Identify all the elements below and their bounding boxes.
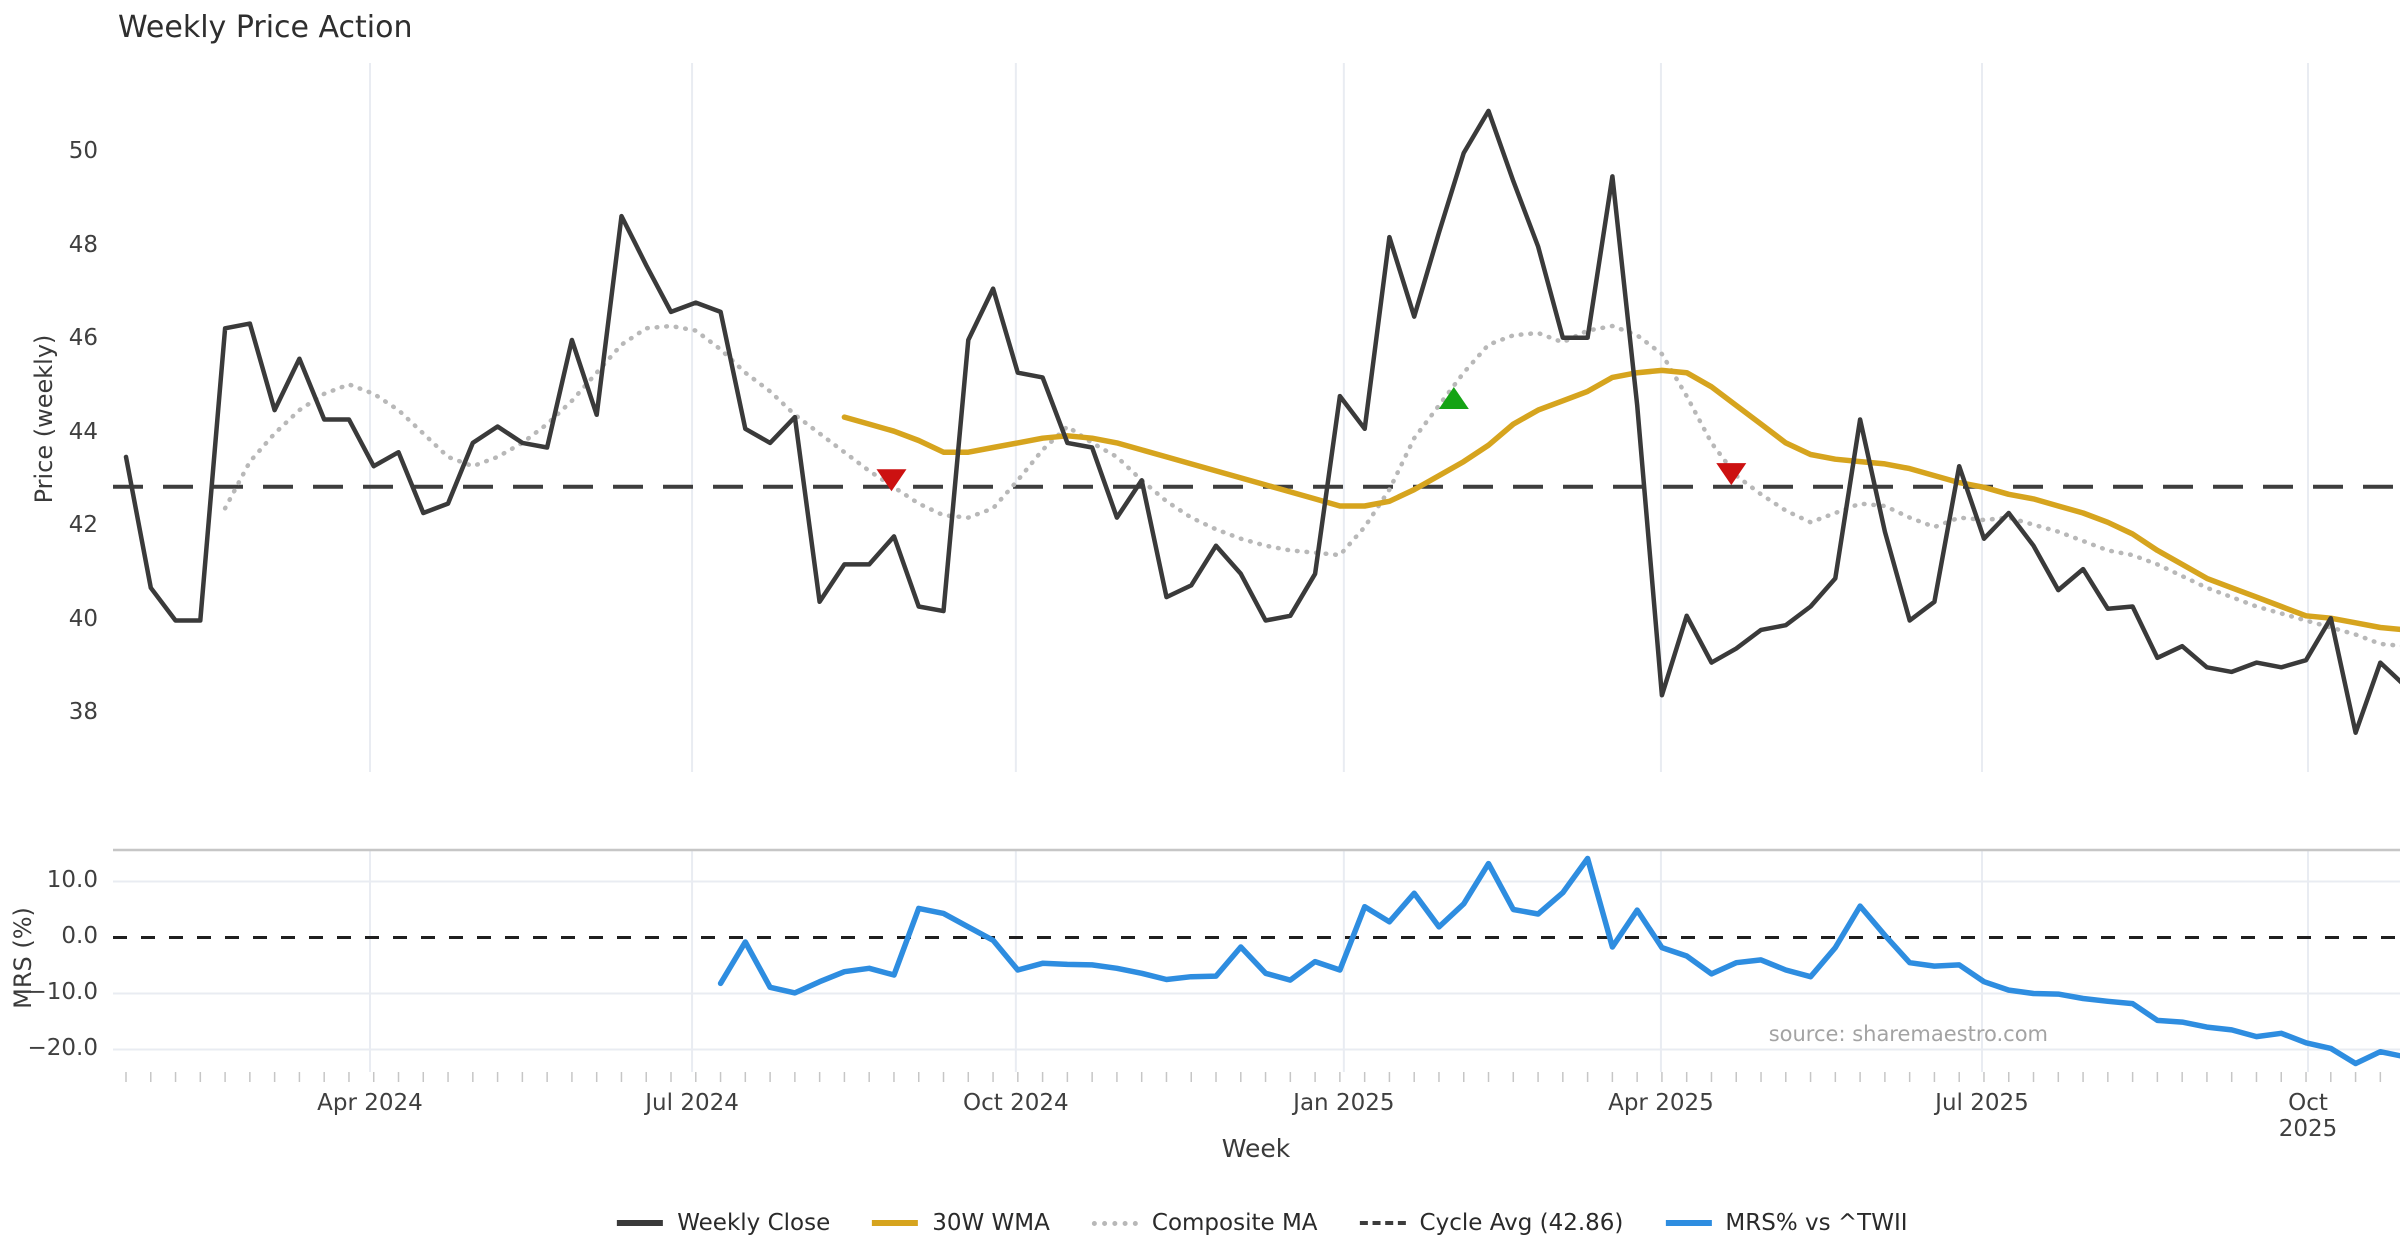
sell-marker-icon [876, 469, 907, 492]
wma-30w-line [841, 367, 2400, 633]
signal-markers [876, 386, 1747, 492]
composite-ma-path [222, 323, 2400, 648]
mrs-line [717, 855, 2400, 1067]
weekly-close-path [123, 108, 2400, 735]
week-minor-ticks [125, 1072, 2382, 1082]
sell-marker-icon [1716, 463, 1747, 486]
quarter-gridlines [369, 63, 2310, 1072]
weekly-close-line [123, 108, 2400, 735]
wma-30w-path [841, 367, 2400, 633]
buy-marker-icon [1438, 386, 1469, 409]
mrs-path [717, 855, 2400, 1067]
composite-ma-line [222, 323, 2400, 648]
